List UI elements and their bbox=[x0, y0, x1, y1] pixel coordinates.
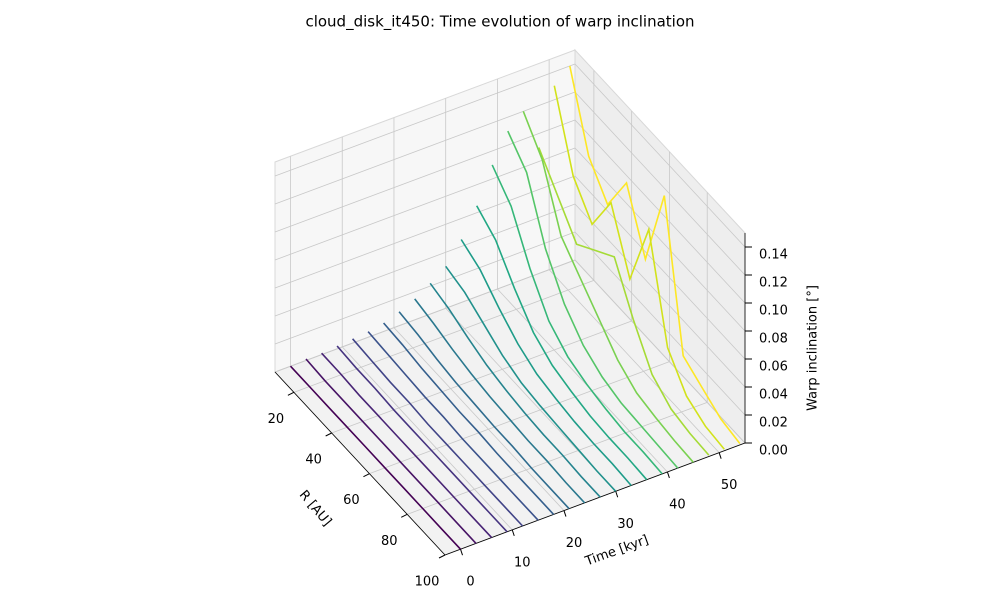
grid-line bbox=[274, 175, 576, 289]
data-line bbox=[475, 205, 648, 481]
tick-mark bbox=[325, 432, 332, 437]
grid-line bbox=[331, 320, 632, 434]
tick-mark bbox=[400, 513, 408, 518]
z-tick-label: 0.00 bbox=[759, 444, 788, 459]
data-line bbox=[507, 130, 679, 469]
data-line bbox=[460, 239, 632, 487]
grid-line bbox=[574, 231, 746, 416]
data-line bbox=[445, 265, 617, 492]
chart-title: cloud_disk_it450: Time evolution of warp… bbox=[305, 13, 694, 32]
x-axis-label: R [AU] bbox=[296, 488, 334, 530]
z-tick-label: 0.12 bbox=[759, 276, 788, 291]
z-tick-label: 0.06 bbox=[759, 360, 788, 375]
grid-line bbox=[274, 63, 576, 177]
tick-mark bbox=[666, 471, 670, 479]
grid-line bbox=[548, 269, 720, 453]
data-line bbox=[289, 365, 462, 550]
y-tick-label: 40 bbox=[669, 497, 686, 512]
z-tick-label: 0.08 bbox=[759, 332, 788, 347]
data-line bbox=[414, 298, 586, 504]
x-tick-label: 100 bbox=[415, 575, 440, 590]
data-line bbox=[538, 147, 710, 456]
grid-line bbox=[369, 361, 670, 475]
z-tick-label: 0.04 bbox=[759, 388, 788, 403]
grid-line bbox=[497, 288, 668, 473]
y-tick-label: 20 bbox=[566, 536, 583, 551]
y-tick-label: 0 bbox=[466, 575, 474, 590]
tick-mark bbox=[563, 510, 567, 517]
data-line bbox=[336, 345, 508, 533]
grid-line bbox=[393, 327, 565, 511]
y-axis-label: Time [kyr] bbox=[582, 533, 650, 570]
tick-mark bbox=[718, 452, 722, 459]
x-tick-label: 60 bbox=[343, 493, 360, 508]
data-line bbox=[522, 111, 694, 463]
x-tick-label: 40 bbox=[305, 453, 322, 468]
axis-line bbox=[274, 371, 446, 556]
grid-line bbox=[574, 63, 746, 248]
x-tick-label: 20 bbox=[268, 412, 285, 427]
z-tick-label: 0.10 bbox=[759, 304, 788, 319]
data-line bbox=[553, 85, 725, 450]
data-line bbox=[429, 282, 601, 498]
grid-line bbox=[274, 147, 576, 261]
grid-line bbox=[574, 147, 746, 332]
data-line bbox=[367, 331, 539, 521]
y-tick-label: 50 bbox=[721, 478, 738, 493]
y-tick-label: 30 bbox=[617, 517, 634, 532]
tick-mark bbox=[287, 391, 295, 396]
data-line bbox=[569, 65, 741, 444]
x-tick-label: 80 bbox=[381, 534, 398, 549]
data-line bbox=[491, 164, 663, 475]
grid-line bbox=[341, 346, 513, 531]
grid-line bbox=[274, 203, 576, 317]
grid-line bbox=[274, 91, 576, 205]
z-tick-label: 0.02 bbox=[759, 416, 788, 431]
tick-mark bbox=[460, 549, 463, 556]
z-axis-label: Warp inclination [°] bbox=[806, 285, 821, 411]
data-line bbox=[305, 358, 477, 544]
grid-line bbox=[574, 91, 746, 276]
tick-mark bbox=[615, 491, 619, 498]
z-tick-label: 0.14 bbox=[759, 248, 788, 263]
grid-line bbox=[574, 175, 746, 360]
y-tick-label: 10 bbox=[514, 555, 531, 570]
grid-line bbox=[274, 259, 576, 373]
data-line bbox=[351, 338, 524, 527]
data-line bbox=[321, 352, 493, 539]
tick-mark bbox=[363, 473, 370, 478]
data-line bbox=[382, 322, 555, 515]
axis-line bbox=[444, 442, 746, 556]
tick-mark bbox=[511, 529, 515, 537]
grid-line bbox=[274, 119, 576, 233]
data-line bbox=[398, 311, 570, 510]
grid-line bbox=[407, 401, 708, 515]
tick-mark bbox=[438, 554, 446, 559]
